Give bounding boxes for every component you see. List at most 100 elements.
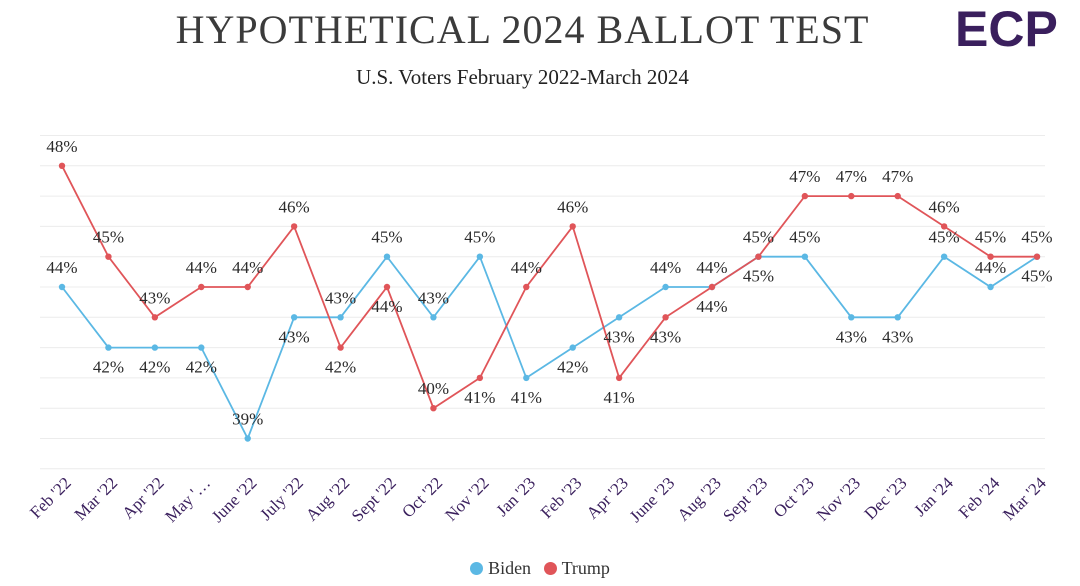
data-label-trump: 43% — [650, 327, 681, 346]
data-label-trump: 41% — [604, 388, 635, 407]
legend-biden-marker — [470, 562, 484, 575]
data-label-trump: 41% — [464, 388, 495, 407]
x-tick-label: Nov '23 — [813, 473, 864, 524]
data-label-biden: 43% — [882, 327, 913, 346]
data-point-trump — [848, 192, 855, 200]
gridlines — [40, 135, 1045, 470]
legend-biden-label: Biden — [488, 558, 532, 578]
data-point-trump — [337, 344, 344, 351]
data-point-trump — [151, 314, 159, 321]
data-label-trump: 45% — [975, 228, 1006, 247]
data-labels: 44% 42% 42% 42% 39% 43% 43% 45% 43% 45% 41% 42% 43% 4… — [46, 137, 1052, 429]
data-points — [58, 162, 1041, 442]
x-tick-label: Apr '23 — [583, 473, 632, 522]
data-point-biden — [523, 374, 530, 382]
data-label-trump: 46% — [557, 197, 588, 216]
x-tick-label: June '23 — [626, 473, 679, 526]
data-label-biden: 42% — [139, 358, 170, 377]
x-tick-label: Apr '22 — [118, 473, 167, 522]
x-tick-label: Mar '24 — [999, 473, 1050, 524]
x-tick-label: Mar '22 — [71, 473, 122, 524]
data-point-biden — [987, 283, 994, 291]
legend-item-trump[interactable]: Trump — [543, 558, 610, 579]
data-label-trump: 44% — [696, 297, 727, 316]
data-label-biden: 44% — [975, 258, 1006, 277]
legend-item-biden[interactable]: Biden — [470, 558, 531, 579]
data-point-trump — [987, 253, 994, 260]
data-point-biden — [615, 314, 623, 321]
data-label-biden: 44% — [46, 258, 77, 277]
data-label-biden: 42% — [557, 358, 588, 377]
data-point-biden — [940, 253, 948, 260]
data-label-trump: 40% — [418, 379, 449, 398]
data-label-trump: 47% — [882, 167, 913, 186]
data-label-trump: 45% — [93, 228, 124, 247]
x-tick-label: July '22 — [256, 473, 307, 524]
data-label-biden: 45% — [929, 228, 960, 247]
data-point-biden — [151, 344, 159, 351]
data-label-biden: 43% — [325, 288, 356, 307]
data-point-biden — [383, 253, 391, 260]
data-label-biden: 45% — [1021, 267, 1052, 286]
data-point-biden — [58, 283, 66, 291]
data-label-biden: 45% — [789, 228, 820, 247]
data-label-trump: 44% — [232, 258, 263, 277]
x-tick-label: Oct '23 — [770, 473, 818, 521]
legend-trump-label: Trump — [561, 558, 610, 578]
data-point-trump — [894, 192, 901, 200]
x-tick-label: Jan '23 — [492, 473, 539, 520]
data-point-biden — [662, 283, 669, 291]
data-point-biden — [105, 344, 112, 351]
chart-subtitle: U.S. Voters February 2022-March 2024 — [356, 65, 689, 89]
data-label-trump: 42% — [325, 358, 356, 377]
data-point-biden — [290, 314, 298, 321]
data-label-biden: 43% — [604, 327, 635, 346]
x-tick-label: Nov '22 — [441, 473, 492, 524]
ecp-logo: ECP — [955, 1, 1058, 52]
data-label-biden: 39% — [232, 410, 263, 429]
data-label-biden: 45% — [464, 228, 495, 247]
data-point-biden — [569, 344, 576, 351]
data-label-biden: 43% — [836, 327, 867, 346]
data-point-trump — [569, 223, 576, 230]
data-point-trump — [1033, 253, 1041, 260]
data-label-trump: 48% — [46, 137, 77, 156]
data-label-biden: 42% — [186, 358, 217, 377]
data-point-biden — [848, 314, 855, 321]
series-lines — [61, 165, 1038, 441]
data-label-trump: 47% — [789, 167, 820, 186]
x-tick-label: Sept '23 — [719, 473, 771, 525]
data-point-trump — [290, 223, 298, 230]
x-tick-label: Feb '23 — [537, 473, 586, 522]
data-label-trump: 46% — [929, 197, 960, 216]
data-label-biden: 45% — [743, 267, 774, 286]
data-label-biden: 44% — [650, 258, 681, 277]
x-tick-label: Feb '22 — [26, 473, 75, 522]
x-tick-label: Aug '23 — [673, 473, 724, 524]
data-label-biden: 43% — [279, 327, 310, 346]
data-label-trump: 44% — [511, 258, 542, 277]
legend: Biden Trump — [0, 558, 1080, 580]
data-point-trump — [801, 192, 809, 200]
data-point-biden — [244, 435, 251, 442]
x-tick-label: Aug '22 — [302, 473, 353, 524]
series-line-biden — [61, 254, 1038, 441]
data-point-trump — [383, 283, 391, 291]
data-point-trump — [430, 405, 437, 412]
data-label-trump: 46% — [279, 197, 310, 216]
x-tick-label: Dec '23 — [861, 473, 911, 523]
data-point-trump — [58, 162, 66, 169]
data-point-biden — [337, 314, 344, 321]
data-point-trump — [940, 223, 948, 230]
x-tick-label: Jan '24 — [910, 473, 957, 520]
x-tick-label: Feb '24 — [955, 473, 1004, 522]
data-label-trump: 44% — [371, 297, 402, 316]
data-point-trump — [662, 314, 669, 321]
data-label-trump: 44% — [186, 258, 217, 277]
data-point-biden — [894, 314, 901, 321]
data-label-biden: 43% — [418, 288, 449, 307]
data-point-trump — [708, 283, 716, 291]
logo-text: ECP — [955, 1, 1058, 52]
